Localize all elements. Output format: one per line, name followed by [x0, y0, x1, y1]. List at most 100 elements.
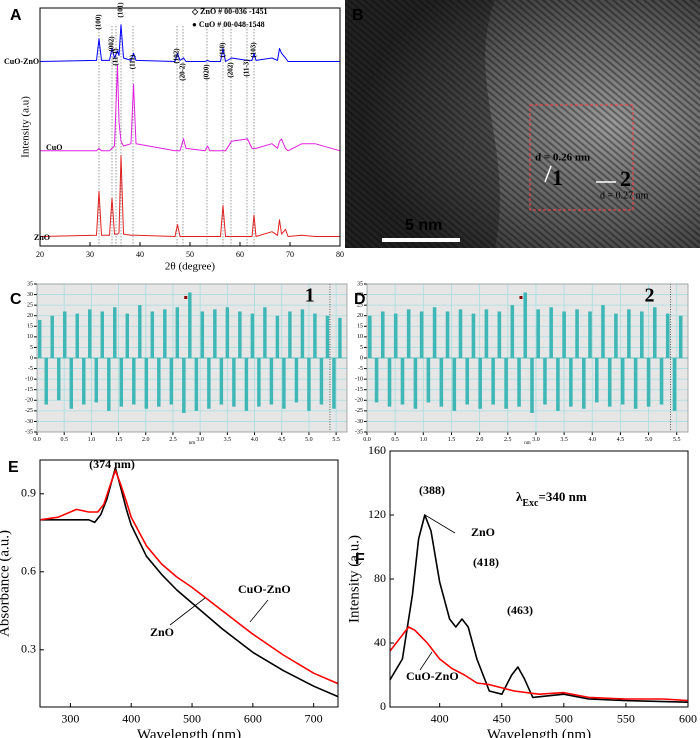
bar — [50, 315, 54, 358]
x-tick-label: 450 — [493, 712, 511, 726]
x-tick-label: 500 — [183, 712, 201, 726]
plot-frame — [389, 450, 689, 708]
x-tick-label: 0.5 — [60, 437, 68, 443]
region-label: 1 — [305, 285, 315, 307]
y-tick-label: -10 — [25, 377, 33, 383]
spacing-label: d = 0.27 nm — [600, 190, 649, 201]
bar — [257, 358, 261, 407]
plot: 300 400 500 600 700 0.3 0.6 0.9 Wavelength (nm) A… — [0, 457, 339, 738]
series-label: ZnO — [471, 525, 495, 539]
bar — [325, 315, 330, 358]
cursor-marker — [519, 296, 523, 299]
bar — [588, 311, 592, 358]
annotation: (110) — [219, 42, 227, 57]
series-line — [39, 469, 339, 685]
bar — [132, 358, 136, 405]
x-tick-label: 400 — [122, 712, 140, 726]
series-label: CuO-ZnO — [238, 582, 291, 596]
x-tick-label: 2.0 — [142, 437, 150, 443]
bar — [107, 358, 111, 411]
bar — [426, 358, 431, 403]
plot: 0.0 0.5 1.0 1.5 2.0 2.5 3.0 3.5 4.0 4.5 5.0 5.5 -35 -… — [25, 281, 348, 446]
excitation-label: λExc=340 nm — [516, 489, 587, 509]
annotation: (111) — [129, 54, 137, 69]
series-line — [389, 514, 689, 703]
bar — [69, 358, 73, 409]
series-label: CuO-ZnO — [4, 57, 39, 66]
bar — [163, 309, 167, 358]
x-tick-label: 5.0 — [645, 437, 653, 443]
x-tick-label: 4.5 — [278, 437, 286, 443]
bar — [182, 358, 186, 413]
lattice-fringes — [345, 0, 700, 248]
excitation-subscript: Exc — [522, 498, 539, 509]
x-tick-label: 80 — [336, 250, 344, 259]
bar — [225, 307, 230, 358]
x-tick-label: 2.5 — [504, 437, 512, 443]
bar — [445, 311, 450, 358]
bar — [263, 307, 267, 358]
bar — [82, 358, 86, 405]
spacing-label: d = 0.26 nm — [535, 152, 590, 164]
bar — [374, 358, 379, 403]
bar — [138, 305, 142, 358]
annotation: (020) — [203, 64, 211, 80]
bar — [562, 311, 566, 358]
series-line — [40, 64, 341, 152]
x-tick-label: 300 — [61, 712, 79, 726]
tem-image: 5 nm d = 0.26 nm d = 0.27 nm 1 2 — [345, 0, 700, 248]
bar — [282, 358, 286, 409]
x-tick-label: 3.0 — [196, 437, 204, 443]
bar — [601, 305, 605, 358]
bar — [393, 313, 398, 358]
y-tick-label: -10 — [355, 377, 363, 383]
bar — [439, 358, 444, 407]
bar — [63, 311, 67, 358]
bar — [458, 309, 463, 358]
bar — [678, 315, 683, 358]
x-tick-label: 60 — [236, 250, 244, 259]
bar — [250, 313, 255, 358]
y-tick-label: 35 — [27, 281, 33, 287]
bar — [620, 358, 625, 405]
x-tick-label: 1.5 — [448, 437, 456, 443]
annotation: (11-3) — [243, 59, 251, 77]
annotation: (102) — [173, 48, 181, 64]
annotation: (11-1) — [112, 48, 120, 66]
panel-letter: D — [354, 291, 366, 308]
y-tick-label: 25 — [27, 303, 33, 309]
bar — [57, 358, 61, 401]
selected-region — [529, 104, 634, 211]
x-tick-label: 500 — [555, 712, 573, 726]
plot-frame — [39, 7, 341, 247]
bar — [300, 309, 305, 358]
bar — [157, 358, 161, 407]
bar — [380, 311, 385, 358]
x-tick-label: 3.5 — [224, 437, 232, 443]
x-tick-label: 1.5 — [115, 437, 123, 443]
y-tick-label: 15 — [27, 324, 33, 330]
y-tick-label: 40 — [374, 635, 386, 649]
x-axis-label: 2θ (degree) — [165, 261, 215, 273]
y-tick-label: -5 — [28, 366, 33, 372]
x-axis-label: nm — [524, 441, 531, 446]
x-tick-label: 1.0 — [88, 437, 96, 443]
bar — [627, 309, 631, 358]
label-arrow — [169, 597, 206, 626]
y-tick-label: 0 — [360, 355, 363, 361]
x-tick-label: 30 — [86, 250, 94, 259]
bar — [556, 358, 560, 411]
y-tick-label: 0 — [380, 699, 386, 713]
bar — [530, 358, 534, 413]
bar — [497, 311, 502, 358]
annotation: (388) — [419, 483, 445, 497]
bar — [640, 311, 644, 358]
bar — [307, 358, 311, 411]
excitation-symbol: λ — [516, 489, 523, 504]
bar — [504, 358, 508, 409]
y-tick-label: 0.9 — [21, 486, 36, 500]
bar — [517, 358, 521, 407]
y-axis-label: Intensity (a.u.) — [347, 535, 363, 623]
y-tick-label: 0.6 — [21, 564, 36, 578]
